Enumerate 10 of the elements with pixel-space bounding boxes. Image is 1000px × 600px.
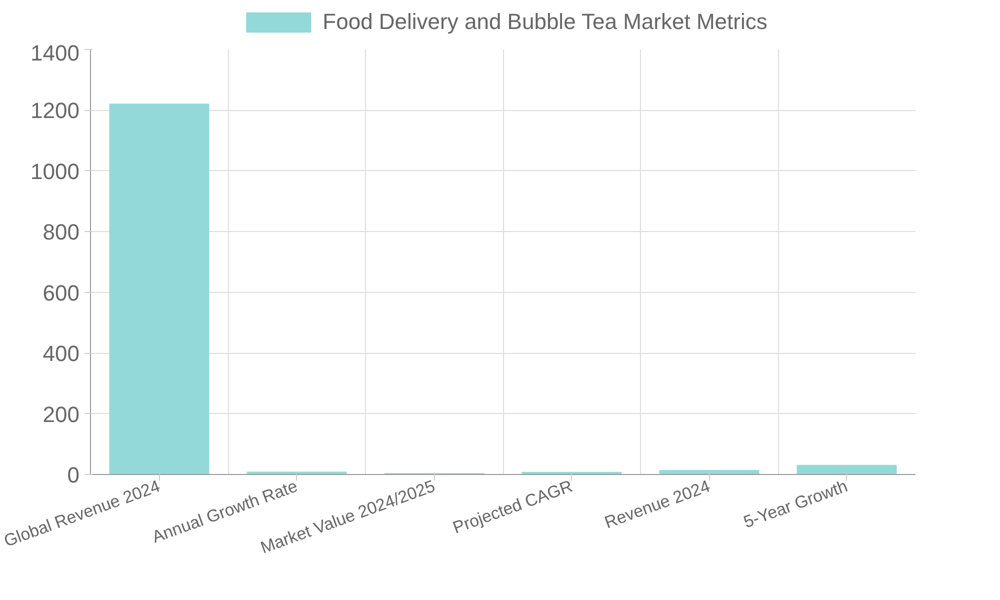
y-tick-label: 1400 — [30, 40, 80, 66]
y-tick-label: 1200 — [30, 98, 80, 124]
x-tick-label: 5-Year Growth — [741, 476, 850, 532]
y-tick-label: 800 — [42, 220, 80, 245]
y-tick-label: 0 — [67, 462, 80, 488]
y-tick-label: 200 — [42, 402, 80, 427]
y-tick-label: 400 — [42, 341, 80, 366]
y-tick-label: 600 — [42, 280, 80, 306]
legend-label: Food Delivery and Bubble Tea Market Metrics — [322, 9, 768, 35]
y-tick-label: 1000 — [30, 158, 80, 184]
